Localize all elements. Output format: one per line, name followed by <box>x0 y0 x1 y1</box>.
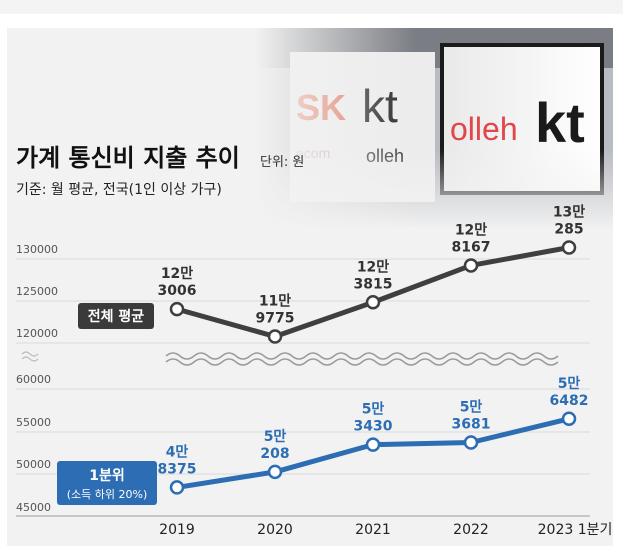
upper-data-label: 285 <box>554 222 583 238</box>
lower-data-label: 3681 <box>452 417 491 433</box>
upper-data-label: 11만 <box>259 294 291 310</box>
lower-series-tag: 1분위 (소득 하위 20%) <box>57 461 157 505</box>
unit-label: 단위: 원 <box>260 155 304 170</box>
lower-data-label: 8375 <box>158 461 197 477</box>
x-tick-label: 2022 <box>453 522 489 538</box>
upper-series-tag: 전체 평균 <box>78 303 154 329</box>
upper-data-point <box>169 301 185 317</box>
axis-break-wave-icon <box>165 352 559 360</box>
lower-data-label: 4만 <box>166 444 189 460</box>
chart-title: 가계 통신비 지출 추이 <box>16 144 240 172</box>
upper-data-point <box>561 240 577 255</box>
lower-data-label: 6482 <box>550 393 589 409</box>
lower-data-point <box>463 435 479 450</box>
upper-series-name: 전체 평균 <box>88 308 145 325</box>
upper-data-label: 9775 <box>256 311 295 327</box>
lower-tick-label: 55000 <box>16 416 51 429</box>
photo-background: SK kt ecom olleh olleh kt <box>255 28 613 230</box>
lower-tick-label: 50000 <box>16 458 51 471</box>
lower-data-point <box>561 411 577 427</box>
photo-fade-bottom <box>255 150 613 230</box>
upper-data-point <box>463 258 479 273</box>
upper-data-label: 8167 <box>452 239 491 255</box>
lower-tick-label: 60000 <box>16 373 51 386</box>
axis-break-wave-icon <box>165 358 559 366</box>
lower-data-label: 3430 <box>354 419 393 435</box>
upper-tick-label: 125000 <box>16 285 58 298</box>
upper-data-point <box>365 295 381 310</box>
lower-data-point <box>169 480 185 495</box>
lower-data-label: 5만 <box>558 376 581 392</box>
upper-data-label: 3815 <box>354 276 393 292</box>
axis-break-icon <box>21 351 39 357</box>
lower-data-label: 208 <box>260 446 289 462</box>
upper-data-label: 13만 <box>553 205 585 221</box>
basis-note: 기준: 월 평균, 전국(1인 이상 가구) <box>16 182 222 198</box>
upper-tick-label: 130000 <box>16 243 58 256</box>
lower-series-name: 1분위 <box>89 468 125 484</box>
upper-data-label: 12만 <box>161 266 193 282</box>
lower-data-point <box>365 437 381 452</box>
upper-data-label: 12만 <box>455 222 487 238</box>
upper-data-label: 3006 <box>158 283 197 299</box>
page-top-strip <box>0 0 623 14</box>
lower-data-label: 5만 <box>362 402 385 418</box>
lower-data-point <box>267 464 283 480</box>
lower-tick-label: 45000 <box>16 501 51 514</box>
upper-data-point <box>267 329 283 344</box>
x-tick-label: 2021 <box>355 522 391 538</box>
x-tick-label: 2019 <box>159 522 195 538</box>
x-tick-label: 2020 <box>257 522 293 538</box>
lower-data-label: 5만 <box>460 400 483 416</box>
x-tick-label: 2023 1분기 <box>538 522 613 538</box>
chart-marks: 12만300611만977512만381512만816713만2854만8375… <box>158 205 589 495</box>
lower-series-subname: (소득 하위 20%) <box>67 487 148 501</box>
upper-data-label: 12만 <box>357 259 389 275</box>
upper-series-tag-box <box>78 303 154 329</box>
lower-series-tag-box <box>57 461 157 505</box>
lower-data-label: 5만 <box>264 429 287 445</box>
axis-break-icon <box>21 356 39 362</box>
upper-tick-label: 120000 <box>16 327 58 340</box>
